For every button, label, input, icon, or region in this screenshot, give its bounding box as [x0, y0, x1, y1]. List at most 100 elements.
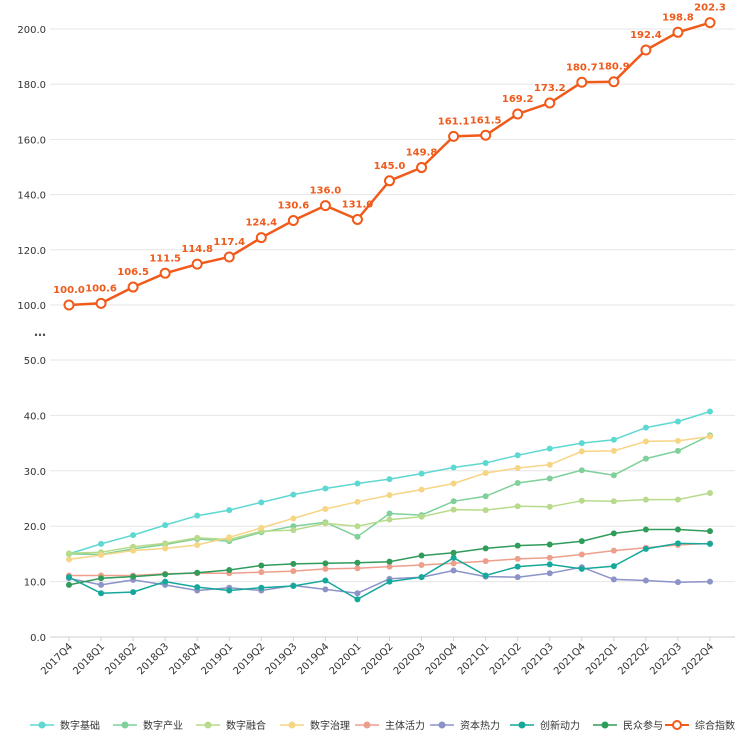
series-point: [418, 552, 425, 559]
legend-label: 主体活力: [385, 719, 425, 732]
series-point: [610, 447, 617, 454]
main-data-label: 180.9: [598, 62, 630, 73]
x-tick-label: 2022Q1: [584, 641, 620, 677]
series-point: [642, 455, 649, 462]
series-point: [610, 563, 617, 570]
main-series-point: [384, 175, 395, 187]
series-point: [514, 574, 521, 581]
main-data-label: 131.0: [342, 199, 374, 210]
legend-swatch-marker: [601, 721, 609, 729]
main-data-label: 198.8: [662, 12, 694, 23]
series-point: [322, 565, 329, 572]
series-point: [514, 503, 521, 510]
series-point: [578, 551, 585, 558]
series-point: [290, 491, 297, 498]
main-data-label: 111.5: [149, 253, 181, 264]
series-point: [290, 515, 297, 522]
series-point: [610, 436, 617, 443]
series-point: [386, 563, 393, 570]
series-point: [707, 578, 713, 585]
series-layer: [66, 408, 713, 603]
main-data-label: 117.4: [213, 237, 245, 248]
series-point: [418, 561, 425, 568]
series-point: [707, 408, 713, 415]
main-series-point: [159, 267, 171, 279]
series-point: [98, 590, 105, 597]
legend-item: 主体活力: [355, 719, 425, 732]
series-point: [674, 540, 681, 547]
main-series-point: [704, 17, 716, 29]
main-series-point: [287, 215, 299, 227]
series-point: [354, 533, 361, 540]
upper-y-tick-label: 160.0: [17, 135, 46, 146]
series-point: [546, 503, 553, 510]
main-series-point: [351, 213, 363, 225]
series-point: [450, 549, 457, 556]
series-point: [642, 424, 649, 431]
main-series-point: [640, 44, 652, 56]
series-point: [610, 547, 617, 554]
main-series-point: [672, 26, 684, 38]
main-series-point: [448, 130, 460, 142]
main-series-point: [480, 129, 492, 141]
series-point: [546, 561, 553, 568]
x-tick-label: 2021Q2: [488, 641, 524, 677]
series-point: [482, 460, 489, 467]
series-point: [354, 565, 361, 572]
series-point: [354, 590, 361, 597]
legend-swatch-marker: [438, 721, 446, 729]
axis-break-marker: …: [34, 325, 46, 339]
series-point: [322, 506, 329, 513]
series-point: [66, 581, 72, 588]
series-point: [707, 540, 713, 547]
lower-y-tick-label: 30.0: [24, 467, 46, 478]
series-point: [514, 555, 521, 562]
upper-y-tick-label: 180.0: [17, 80, 46, 91]
series-point: [194, 584, 201, 591]
legend-label: 数字产业: [143, 719, 183, 732]
series-point: [707, 433, 713, 440]
main-series-point: [255, 232, 267, 244]
x-tick-label: 2018Q4: [167, 641, 203, 677]
series-point: [226, 534, 233, 541]
series-point: [578, 448, 585, 455]
series-point: [162, 540, 169, 547]
x-tick-label: 2020Q4: [424, 641, 460, 677]
legend-label: 综合指数: [695, 719, 735, 732]
series-point: [194, 542, 201, 549]
x-tick-label: 2021Q4: [552, 641, 588, 677]
legend-swatch-marker: [288, 721, 296, 729]
legend: 数字基础 数字产业 数字融合 数字治理 主体活力 资本热力 创新动力 民众参与 综合指数: [30, 719, 735, 732]
legend-item: 数字产业: [113, 719, 183, 732]
x-tick-label: 2018Q3: [135, 641, 171, 677]
series-point: [130, 573, 137, 580]
x-tick-label: 2022Q4: [680, 641, 716, 677]
main-data-label: 161.5: [470, 115, 502, 126]
x-tick-label: 2019Q1: [200, 641, 236, 677]
series-point: [162, 522, 169, 529]
legend-swatch-marker: [121, 721, 129, 729]
x-tick-label: 2020Q2: [360, 641, 396, 677]
series-point: [354, 498, 361, 505]
series-point: [386, 476, 393, 483]
series-point: [482, 545, 489, 552]
main-data-label: 100.0: [53, 285, 85, 296]
series-point: [290, 583, 297, 590]
series-point: [322, 560, 329, 567]
legend-swatch-marker: [672, 720, 682, 730]
series-point: [162, 571, 169, 578]
series-point: [642, 545, 649, 552]
legend-item: 资本热力: [430, 719, 500, 732]
lower-y-tick-label: 40.0: [24, 411, 46, 422]
main-data-label: 202.3: [694, 3, 726, 14]
main-data-label: 149.8: [406, 148, 438, 159]
series-point: [194, 512, 201, 519]
legend-item: 综合指数: [665, 719, 735, 732]
series-point: [194, 534, 201, 541]
main-series-layer: [63, 17, 716, 311]
legend-item: 数字基础: [30, 719, 100, 732]
series-point: [578, 467, 585, 474]
legend-swatch-marker: [38, 721, 46, 729]
series-point: [642, 577, 649, 584]
